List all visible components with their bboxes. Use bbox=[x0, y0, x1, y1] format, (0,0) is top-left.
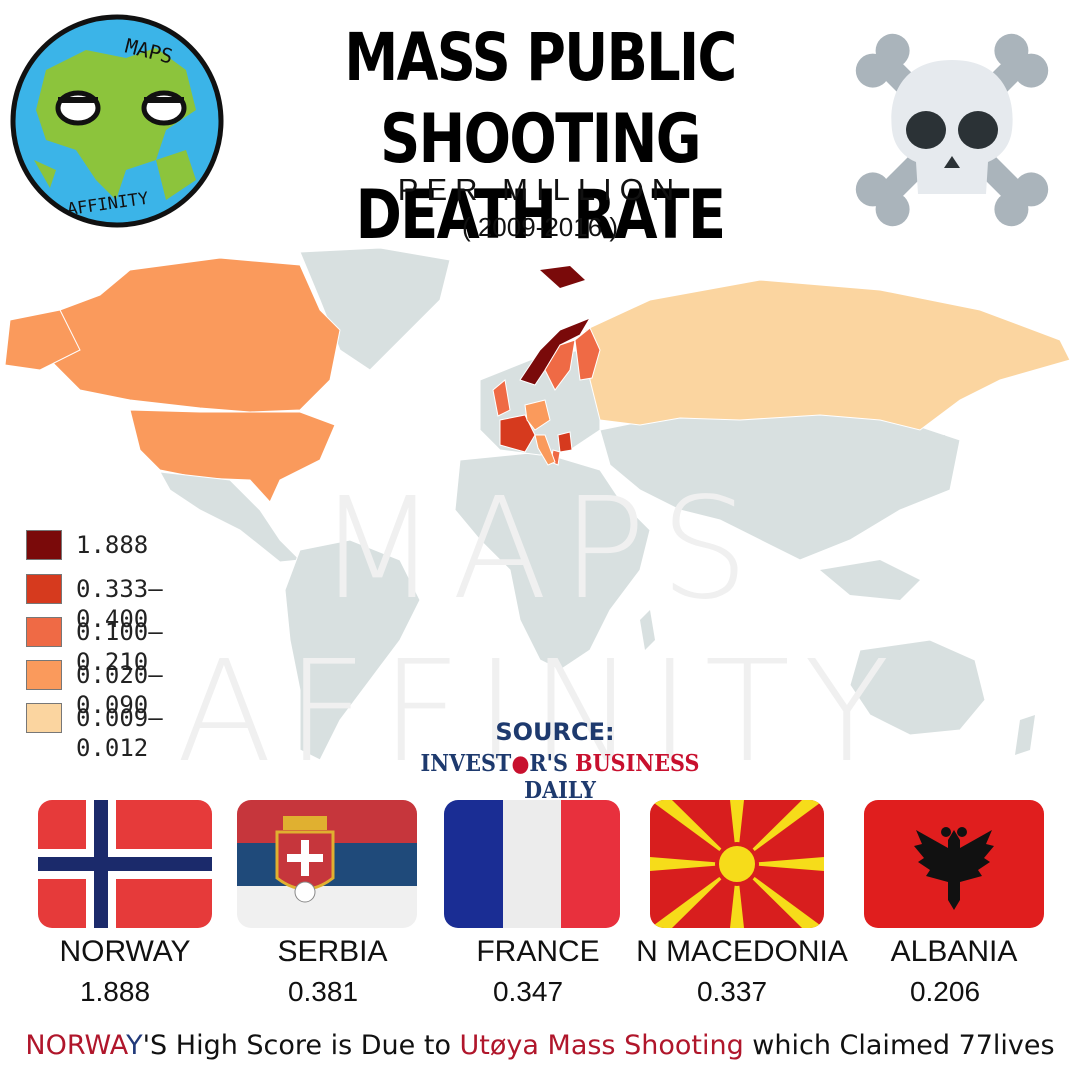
france-flag-icon bbox=[444, 800, 620, 928]
australia-region bbox=[849, 639, 986, 736]
footer-norway-part1: NORWA bbox=[25, 1030, 127, 1061]
norway-region bbox=[519, 316, 592, 386]
legend-label: 0.020–0.090 bbox=[76, 661, 163, 719]
africa-region bbox=[454, 451, 651, 671]
country-name-serbia: SERBIA bbox=[277, 935, 388, 968]
usa-region bbox=[129, 409, 336, 503]
world-map bbox=[0, 240, 1080, 800]
uk-region bbox=[492, 379, 511, 417]
sweden-region bbox=[544, 339, 576, 391]
country-name-albania: ALBANIA bbox=[890, 935, 1018, 968]
legend-label: 1.888 bbox=[76, 531, 149, 559]
source-name-part1b: R'S bbox=[529, 750, 576, 777]
source-name-part1: INVEST bbox=[420, 750, 512, 777]
albania-flag-icon bbox=[864, 800, 1044, 928]
footer-note: NORWAY'S High Score is Due to Utøya Mass… bbox=[20, 1030, 1060, 1061]
mexico-region bbox=[159, 471, 302, 563]
country-value-serbia: 0.381 bbox=[287, 976, 359, 1007]
page-title-line1: MASS PUBLIC bbox=[344, 19, 737, 96]
source-name-part3: DAILY bbox=[524, 777, 596, 804]
asia-region bbox=[599, 409, 961, 561]
germany-region bbox=[524, 399, 551, 431]
alaska-region bbox=[4, 309, 81, 371]
country-value-macedonia: 0.337 bbox=[696, 976, 768, 1007]
country-name-france: FRANCE bbox=[476, 935, 600, 968]
source-name: INVEST●R'S BUSINESS DAILY bbox=[407, 750, 713, 804]
country-value-albania: 0.206 bbox=[909, 976, 981, 1007]
finland-region bbox=[574, 327, 601, 381]
legend-swatch bbox=[26, 660, 62, 690]
footer-event: Utøya Mass Shooting bbox=[459, 1030, 744, 1061]
maps-affinity-logo: MAPS AFFINITY bbox=[6, 10, 228, 232]
serbia-flag-icon bbox=[237, 800, 417, 928]
footer-text-2: which Claimed 77lives bbox=[743, 1030, 1055, 1061]
norway-flag-icon bbox=[38, 800, 212, 928]
legend-swatch bbox=[26, 617, 62, 647]
russia-region bbox=[584, 279, 1071, 431]
legend-label: 0.009–0.012 bbox=[76, 704, 163, 762]
page-subtitle: PER MILLION bbox=[397, 172, 683, 207]
legend-label: 0.100–0.210 bbox=[76, 618, 163, 676]
legend-swatch bbox=[26, 530, 62, 560]
skull-crossbones-icon bbox=[840, 18, 1064, 242]
source-name-part2: BUSINESS bbox=[575, 750, 700, 777]
footer-norway-part2: Y bbox=[126, 1030, 143, 1061]
source-label: SOURCE: bbox=[495, 718, 615, 746]
legend-swatch bbox=[26, 574, 62, 604]
country-name-macedonia: N MACEDONIA bbox=[636, 935, 848, 968]
macedonia-flag-icon bbox=[650, 800, 824, 928]
country-value-norway: 1.888 bbox=[79, 976, 151, 1007]
footer-text-1: 'S High Score is Due to bbox=[142, 1030, 460, 1061]
south-america-region bbox=[284, 539, 421, 761]
country-name-norway: NORWAY bbox=[59, 935, 191, 968]
date-range: ( 2009-2016 ) bbox=[461, 212, 619, 242]
france-region bbox=[499, 414, 536, 453]
flag-o-icon: ● bbox=[511, 750, 530, 777]
legend-swatch bbox=[26, 703, 62, 733]
serbia-region bbox=[557, 431, 573, 453]
legend-label: 0.333–0.400 bbox=[76, 575, 163, 633]
italy-region bbox=[534, 434, 556, 466]
page-title-line2: SHOOTING DEATH RATE bbox=[355, 100, 726, 255]
country-value-france: 0.347 bbox=[492, 976, 564, 1007]
